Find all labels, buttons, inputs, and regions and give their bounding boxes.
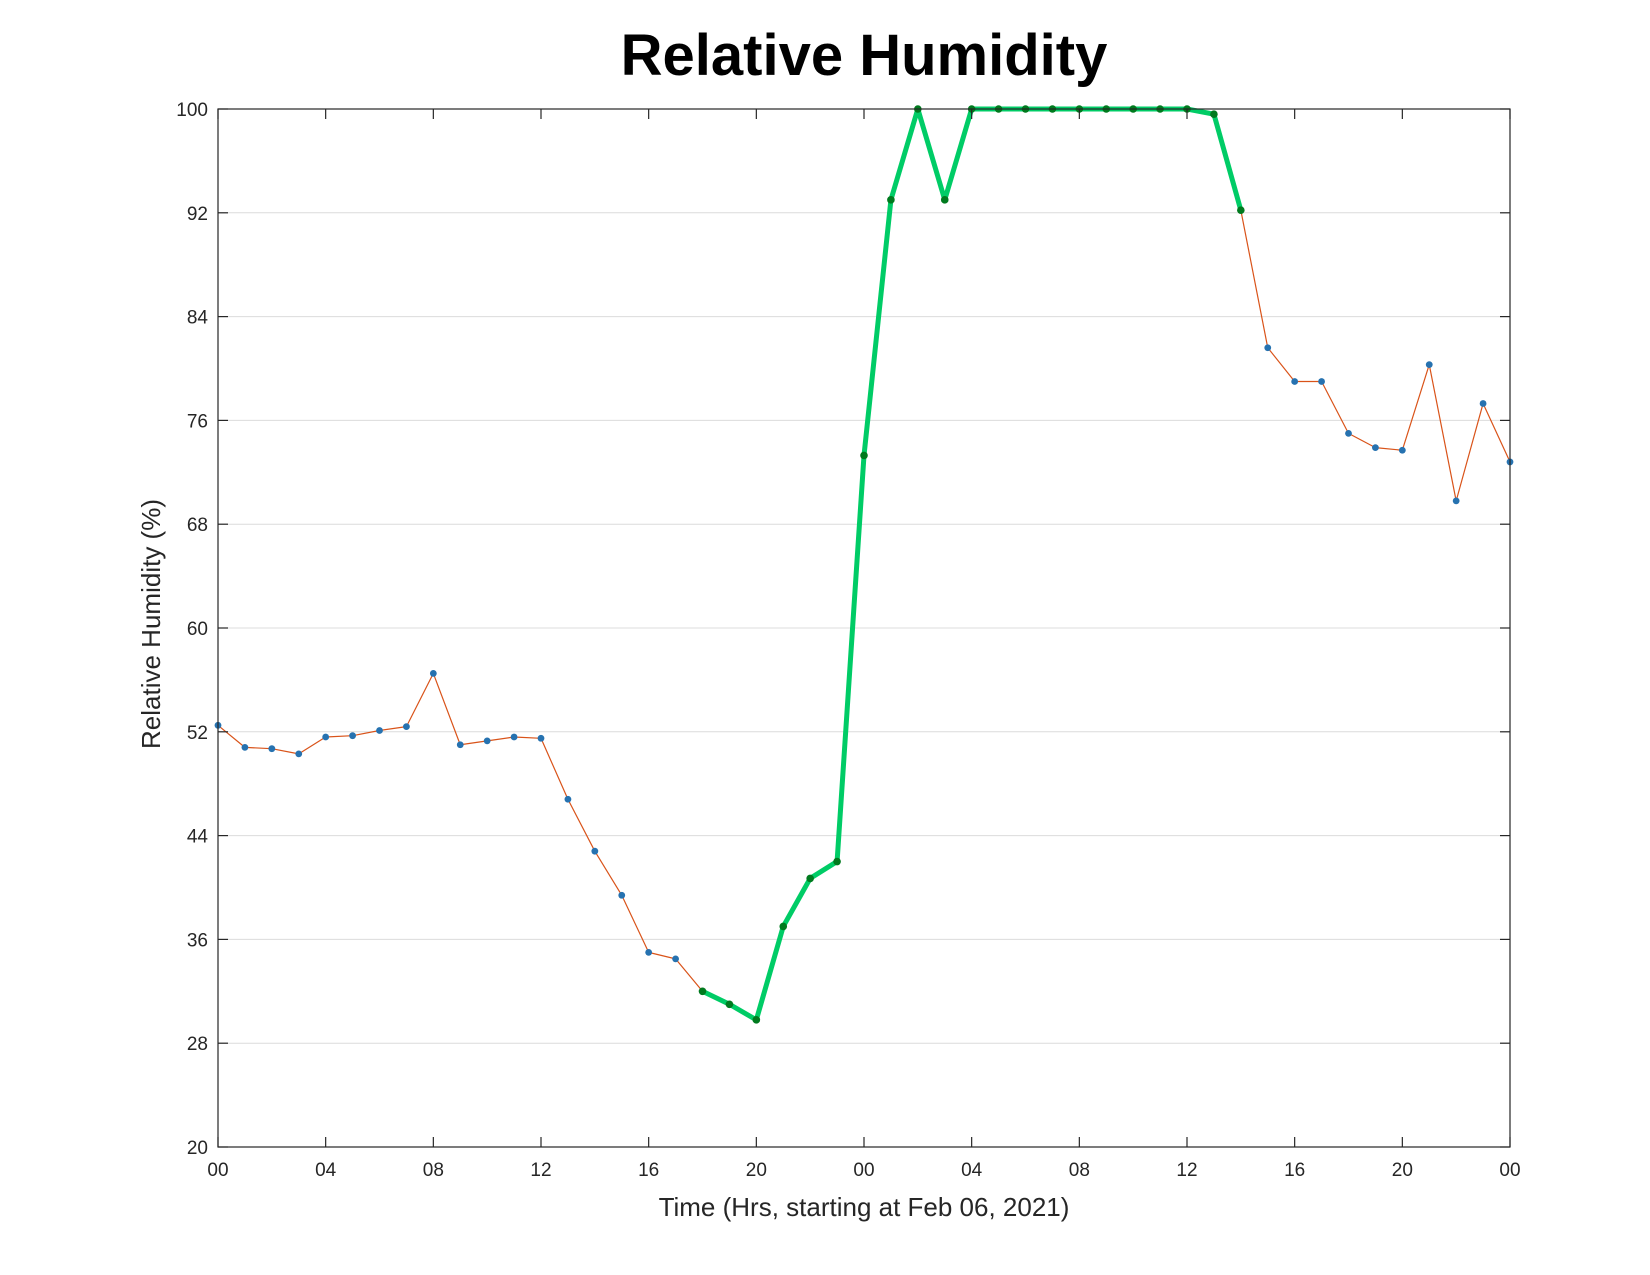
x-tick-label: 00 [1499,1160,1520,1181]
y-tick-label: 20 [187,1138,208,1159]
data-point [564,795,572,803]
data-point [887,196,895,204]
y-tick-label: 76 [187,411,208,432]
data-point [295,750,303,758]
data-point [537,734,545,742]
data-point [429,670,437,677]
data-point [860,451,868,460]
gridlines [218,108,1510,1148]
data-point [806,874,814,883]
data-point [1345,429,1352,437]
y-tick-label: 68 [187,515,208,536]
data-point [268,745,276,753]
data-point [591,847,599,855]
data-point [1425,361,1433,369]
x-axis-label: Time (Hrs, starting at Feb 06, 2021) [659,1192,1070,1222]
data-point [1318,378,1325,385]
data-point [698,987,707,996]
y-tick-label: 92 [187,204,208,225]
x-tick-label: 00 [853,1160,874,1181]
data-point [483,737,491,745]
x-tick-label: 20 [1392,1160,1413,1181]
data-point [779,922,788,931]
data-point [1479,400,1487,407]
series-line-1 [701,106,1244,1023]
data-point [752,1016,761,1024]
data-point [645,948,653,956]
data-point [456,741,464,749]
series-1 [698,105,1245,1024]
data-point [376,727,383,734]
series-layer [214,105,1514,1024]
x-tick-label: 08 [1069,1160,1090,1181]
data-point [322,733,330,741]
data-point [1398,446,1406,454]
x-tick-label: 12 [1176,1160,1197,1181]
data-point [1452,497,1460,505]
y-tick-label: 60 [187,619,208,640]
x-tick-label: 04 [961,1160,983,1181]
data-point [1237,206,1245,215]
x-tick-label: 04 [315,1160,337,1181]
y-axis-label: Relative Humidity (%) [136,499,166,749]
y-tick-label: 100 [176,100,208,121]
y-tick-label: 44 [187,827,209,848]
data-point [349,732,356,740]
y-tick-label: 52 [187,723,208,744]
data-point [940,196,949,204]
data-point [1372,444,1379,452]
x-tick-label: 08 [423,1160,444,1181]
chart-title: Relative Humidity [621,23,1108,88]
data-point [833,857,841,866]
y-tick-label: 28 [187,1034,208,1055]
x-tick-label: 00 [207,1160,228,1181]
x-tick-label: 16 [638,1160,659,1181]
series-line-0 [217,108,1511,1021]
data-point [241,743,249,751]
data-point [672,955,679,963]
data-point [1210,110,1218,118]
data-point [725,1000,734,1009]
data-point [618,891,626,899]
x-tick-label: 20 [746,1160,767,1181]
y-tick-label: 84 [187,308,209,329]
data-point [403,723,410,731]
y-tick-label: 36 [187,930,208,951]
x-tick-label: 12 [530,1160,551,1181]
data-point [510,733,518,741]
data-point [1291,378,1299,385]
x-tick-label: 16 [1284,1160,1305,1181]
data-point [1264,344,1272,352]
series-0 [214,105,1514,1024]
